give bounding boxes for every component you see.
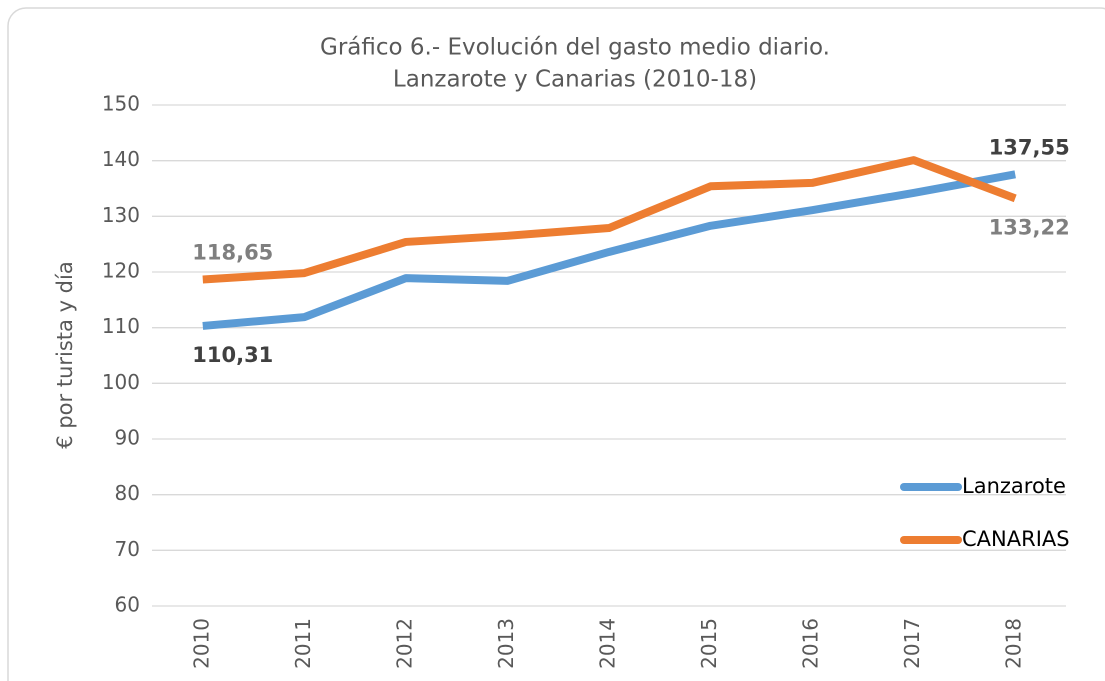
- y-tick-label: 60: [115, 593, 140, 617]
- chart-title: Lanzarote y Canarias (2010-18): [393, 67, 757, 93]
- data-label: 133,22: [989, 215, 1070, 239]
- y-tick-label: 70: [115, 537, 140, 561]
- y-tick-label: 110: [102, 314, 140, 338]
- series-line: [202, 156, 1017, 284]
- x-tick-label: 2013: [494, 618, 518, 669]
- x-tick-label: 2016: [799, 618, 823, 669]
- chart-title: Gráfico 6.- Evolución del gasto medio di…: [320, 35, 830, 61]
- x-tick-label: 2018: [1002, 618, 1026, 669]
- legend-label: CANARIAS: [962, 527, 1070, 551]
- x-tick-label: 2015: [697, 618, 721, 669]
- data-label: 118,65: [192, 241, 273, 265]
- legend-label: Lanzarote: [962, 474, 1066, 498]
- series-line: [202, 170, 1016, 330]
- y-tick-label: 100: [102, 370, 140, 394]
- x-tick-label: 2012: [392, 618, 416, 669]
- data-label: 137,55: [989, 135, 1070, 159]
- y-tick-label: 150: [102, 92, 140, 116]
- x-tick-label: 2017: [900, 618, 924, 669]
- y-tick-label: 90: [115, 426, 140, 450]
- chart-border: [7, 7, 1105, 681]
- y-tick-label: 140: [102, 147, 140, 171]
- y-tick-label: 130: [102, 203, 140, 227]
- y-tick-label: 120: [102, 259, 140, 283]
- x-tick-label: 2011: [291, 618, 315, 669]
- x-tick-label: 2010: [189, 618, 213, 669]
- x-tick-label: 2014: [596, 618, 620, 669]
- data-label: 110,31: [192, 343, 273, 367]
- y-axis-label: € por turista y día: [53, 261, 77, 448]
- y-tick-label: 80: [115, 481, 140, 505]
